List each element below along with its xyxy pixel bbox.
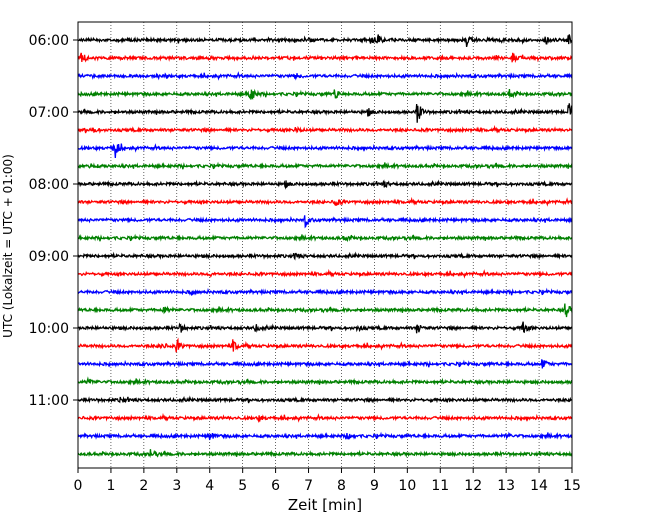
x-tick-label-5: 5 [238, 478, 247, 494]
x-tick-label-0: 0 [74, 478, 83, 494]
trace-08:15 [77, 196, 573, 207]
trace-06:45 [77, 88, 573, 100]
trace-10:45 [77, 376, 573, 386]
trace-10:15 [77, 337, 573, 353]
trace-08:45 [77, 233, 573, 243]
y-tick-label-09:00: 09:00 [29, 249, 69, 265]
y-axis-label: UTC (Lokalzeit = UTC + 01:00) [1, 154, 15, 338]
trace-09:15 [77, 268, 573, 279]
x-tick-label-13: 13 [497, 478, 515, 494]
trace-06:30 [77, 71, 573, 81]
trace-07:45 [77, 161, 573, 170]
trace-09:30 [77, 287, 573, 296]
y-tick-label-11:00: 11:00 [29, 393, 69, 409]
x-tick-label-6: 6 [271, 478, 280, 494]
y-tick-label-08:00: 08:00 [29, 177, 69, 193]
x-axis: 0 1 2 3 4 5 6 7 8 9 10 11 12 13 14 15 [74, 468, 581, 494]
x-tick-label-12: 12 [464, 478, 482, 494]
trace-08:30 [77, 215, 573, 229]
y-tick-label-10:00: 10:00 [29, 321, 69, 337]
x-tick-label-15: 15 [563, 478, 581, 494]
trace-10:00 [77, 321, 573, 334]
trace-11:00 [77, 395, 573, 404]
x-tick-label-3: 3 [172, 478, 181, 494]
y-tick-label-07:00: 07:00 [29, 105, 69, 121]
x-tick-label-1: 1 [106, 478, 115, 494]
x-axis-label: Zeit [min] [288, 496, 362, 514]
trace-11:15 [77, 412, 573, 424]
trace-08:00 [77, 179, 573, 190]
trace-06:00 [77, 34, 573, 48]
trace-11:45 [77, 449, 573, 458]
x-tick-label-8: 8 [337, 478, 346, 494]
y-tick-label-06:00: 06:00 [29, 33, 69, 49]
x-tick-label-10: 10 [398, 478, 416, 494]
x-tick-label-14: 14 [530, 478, 548, 494]
trace-06:15 [77, 52, 573, 64]
trace-07:30 [77, 143, 573, 159]
trace-09:00 [77, 251, 573, 261]
plot-background [78, 22, 572, 468]
x-tick-label-9: 9 [370, 478, 379, 494]
y-axis: 06:00 07:00 08:00 09:00 10:00 11:00 [29, 33, 78, 409]
plot-frame [77, 21, 573, 469]
trace-10:30 [77, 359, 573, 369]
seismogram-traces [77, 34, 573, 458]
x-tick-label-2: 2 [139, 478, 148, 494]
x-tick-label-7: 7 [304, 478, 313, 494]
trace-09:45 [77, 303, 573, 318]
x-tick-label-11: 11 [431, 478, 449, 494]
trace-11:30 [77, 431, 573, 441]
x-tick-label-4: 4 [205, 478, 214, 494]
trace-07:15 [77, 124, 573, 134]
trace-07:00 [77, 103, 573, 123]
